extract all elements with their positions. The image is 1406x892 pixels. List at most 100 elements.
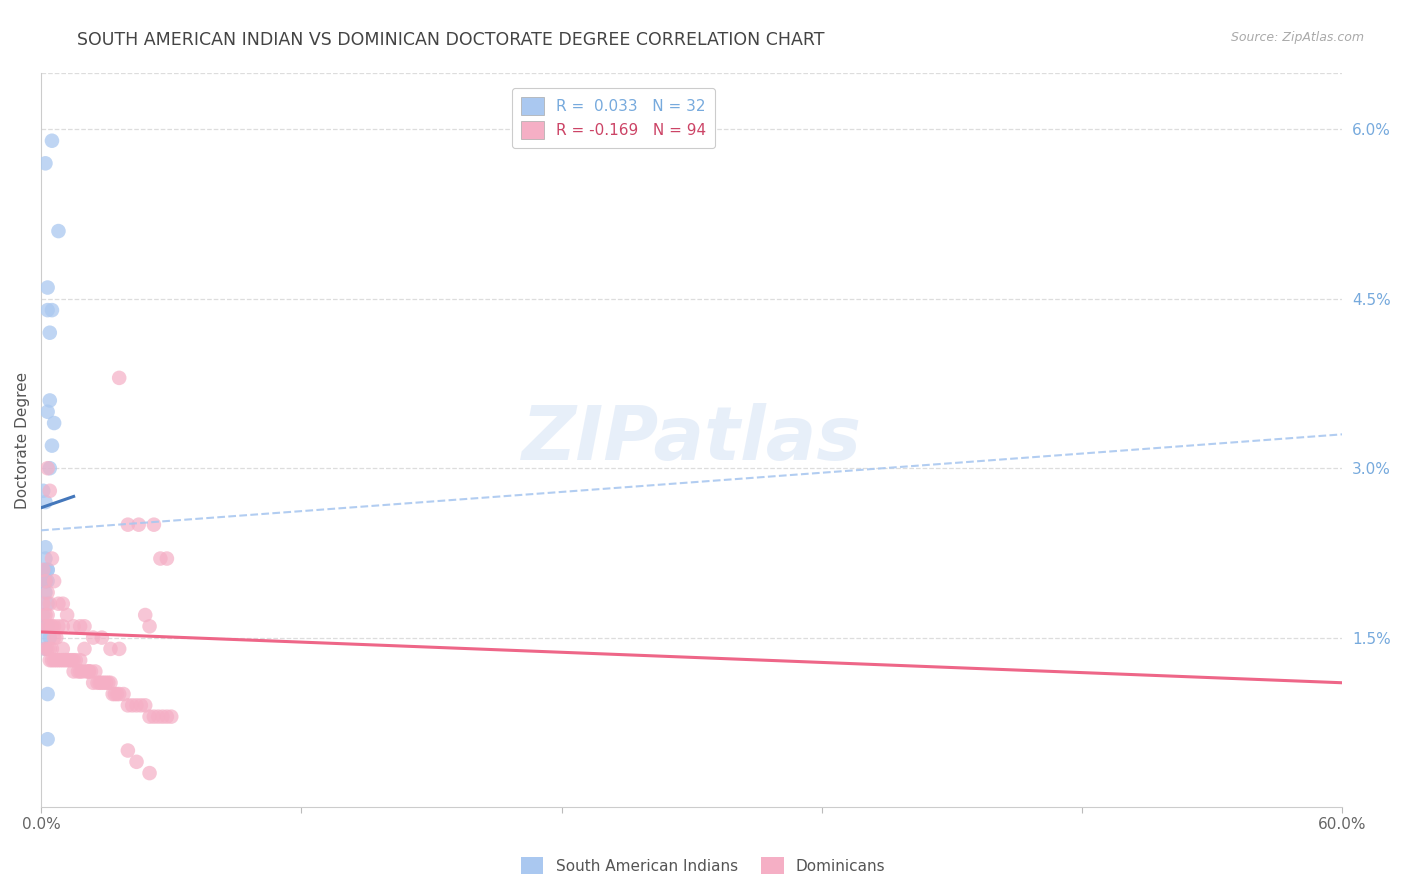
Point xyxy=(134,607,156,622)
Legend: South American Indians, Dominicans: South American Indians, Dominicans xyxy=(515,851,891,880)
Point xyxy=(41,641,63,656)
Point xyxy=(108,371,131,385)
Point xyxy=(72,665,94,679)
Point xyxy=(82,631,104,645)
Point xyxy=(128,517,150,532)
Point xyxy=(34,619,56,633)
Point xyxy=(52,619,75,633)
Y-axis label: Doctorate Degree: Doctorate Degree xyxy=(15,371,30,508)
Point xyxy=(38,461,60,475)
Point xyxy=(49,653,72,667)
Point xyxy=(34,551,56,566)
Point xyxy=(80,665,103,679)
Point xyxy=(37,563,59,577)
Point xyxy=(42,416,65,430)
Point xyxy=(96,675,118,690)
Point xyxy=(37,563,59,577)
Point xyxy=(37,619,59,633)
Point xyxy=(34,156,56,170)
Point xyxy=(90,631,112,645)
Point xyxy=(73,619,96,633)
Point xyxy=(37,641,59,656)
Point xyxy=(38,597,60,611)
Point xyxy=(42,631,65,645)
Point xyxy=(34,574,56,588)
Point xyxy=(129,698,152,713)
Point xyxy=(104,687,127,701)
Point xyxy=(134,698,156,713)
Point xyxy=(77,665,100,679)
Point xyxy=(42,574,65,588)
Point xyxy=(34,607,56,622)
Point xyxy=(117,743,139,757)
Point xyxy=(82,675,104,690)
Point xyxy=(121,698,143,713)
Point xyxy=(38,326,60,340)
Point xyxy=(32,483,55,498)
Point xyxy=(34,641,56,656)
Point xyxy=(69,665,91,679)
Point xyxy=(48,619,70,633)
Point xyxy=(138,619,160,633)
Point xyxy=(86,675,108,690)
Point xyxy=(37,619,59,633)
Point xyxy=(32,607,55,622)
Point xyxy=(160,709,183,723)
Point xyxy=(32,597,55,611)
Point xyxy=(60,653,83,667)
Point xyxy=(138,766,160,780)
Text: SOUTH AMERICAN INDIAN VS DOMINICAN DOCTORATE DEGREE CORRELATION CHART: SOUTH AMERICAN INDIAN VS DOMINICAN DOCTO… xyxy=(77,31,825,49)
Point xyxy=(148,709,170,723)
Point xyxy=(34,495,56,509)
Point xyxy=(34,619,56,633)
Point xyxy=(138,709,160,723)
Point xyxy=(90,675,112,690)
Point xyxy=(62,653,84,667)
Point xyxy=(34,563,56,577)
Point xyxy=(38,619,60,633)
Point xyxy=(142,517,165,532)
Point xyxy=(93,675,115,690)
Point xyxy=(41,551,63,566)
Point xyxy=(100,641,122,656)
Point xyxy=(152,709,174,723)
Point xyxy=(38,631,60,645)
Point xyxy=(97,675,120,690)
Point xyxy=(117,517,139,532)
Point xyxy=(32,631,55,645)
Point xyxy=(77,665,100,679)
Point xyxy=(48,653,70,667)
Point xyxy=(69,653,91,667)
Point xyxy=(42,619,65,633)
Point xyxy=(38,393,60,408)
Point xyxy=(142,709,165,723)
Point xyxy=(34,585,56,599)
Point xyxy=(76,665,98,679)
Point xyxy=(73,641,96,656)
Point xyxy=(45,631,67,645)
Point xyxy=(37,597,59,611)
Point xyxy=(112,687,135,701)
Point xyxy=(125,698,148,713)
Point xyxy=(37,405,59,419)
Point xyxy=(41,439,63,453)
Point xyxy=(56,607,79,622)
Point xyxy=(37,607,59,622)
Point xyxy=(37,280,59,294)
Point xyxy=(34,541,56,555)
Point xyxy=(45,653,67,667)
Point xyxy=(66,665,89,679)
Point xyxy=(41,303,63,318)
Point xyxy=(41,134,63,148)
Point xyxy=(69,619,91,633)
Point xyxy=(37,303,59,318)
Point xyxy=(42,653,65,667)
Point xyxy=(89,675,111,690)
Point xyxy=(37,461,59,475)
Legend: R =  0.033   N = 32, R = -0.169   N = 94: R = 0.033 N = 32, R = -0.169 N = 94 xyxy=(512,88,716,148)
Point xyxy=(105,687,128,701)
Point xyxy=(48,224,70,238)
Point xyxy=(41,619,63,633)
Point xyxy=(84,665,107,679)
Point xyxy=(149,551,172,566)
